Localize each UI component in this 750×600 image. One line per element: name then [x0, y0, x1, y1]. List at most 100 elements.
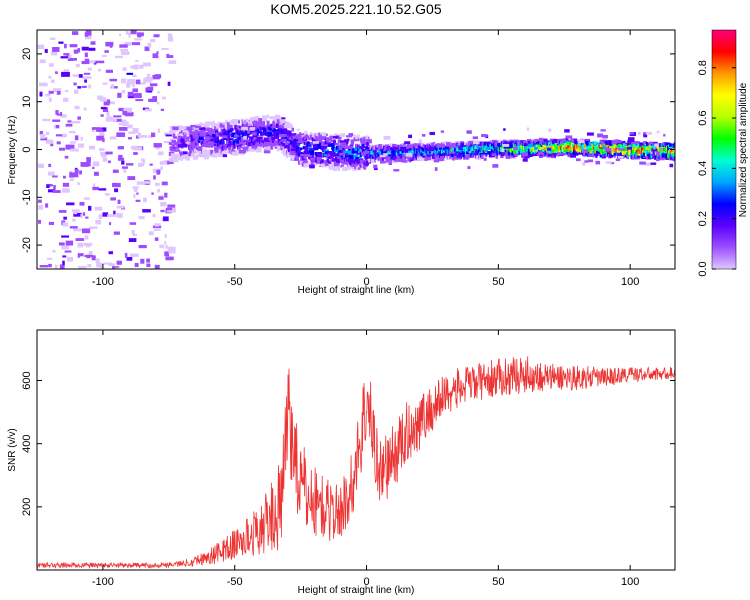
spectrogram-cell [331, 142, 335, 148]
spectrogram-cell [58, 41, 64, 44]
spectrogram-cell [69, 226, 78, 229]
spectrogram-cell [280, 141, 283, 145]
spectrogram-cell [663, 133, 666, 137]
spectrogram-cell [482, 149, 485, 155]
spectrogram-cell [582, 162, 586, 166]
spectrogram-cell [274, 142, 279, 147]
spectrogram-cell [455, 155, 462, 160]
spectrogram-cell [221, 141, 224, 145]
spectrogram-cell [73, 49, 79, 54]
spectrogram-cell [578, 150, 582, 155]
spectrogram-cell [434, 167, 438, 171]
spectrogram-cell [202, 143, 207, 146]
spectrogram-cell [612, 147, 617, 152]
spectrogram-cell [55, 110, 59, 115]
spectrogram-cell [526, 127, 529, 131]
spectrogram-cell [190, 138, 194, 143]
spectrogram-cell [643, 141, 647, 145]
spectrogram-cell [291, 133, 297, 136]
spectrogram-cell [110, 86, 118, 89]
spectrogram-cell [248, 147, 251, 152]
spectrogram-cell [70, 148, 79, 152]
spectrogram-cell [483, 155, 487, 160]
spectrogram-cell [88, 84, 92, 89]
spectrogram-cell [366, 143, 369, 147]
spectrogram-cell [118, 127, 128, 131]
spectrogram-cell [44, 48, 48, 53]
spectrogram-cell [73, 212, 82, 217]
spectrogram-cell [223, 147, 227, 151]
spectrogram-cell [578, 139, 585, 144]
spectrogram-cell [91, 255, 96, 261]
spectrogram-cell [114, 188, 119, 193]
spectrogram-cell [302, 160, 309, 164]
spectrogram-cell [429, 131, 436, 136]
spectrogram-cell [146, 90, 153, 93]
spectrogram-cell [564, 140, 570, 143]
spectrogram-cell [660, 156, 665, 161]
spectrogram-cell [46, 257, 53, 260]
x-tick-label: 50 [492, 576, 504, 588]
spectrogram-cell [214, 135, 220, 141]
spectrogram-cell [354, 137, 360, 142]
spectrogram-cell [350, 140, 354, 145]
spectrogram-cell [358, 155, 362, 159]
spectrogram-cell [332, 136, 339, 139]
spectrogram-cell [142, 162, 145, 167]
spectrogram-cell [286, 122, 290, 126]
spectrogram-cell [62, 260, 65, 266]
spectrogram-cell [664, 142, 667, 146]
spectrogram-cell [167, 246, 176, 252]
spectrogram-cell [249, 120, 253, 125]
spectrogram-cell [652, 151, 655, 155]
spectrogram-cell [168, 141, 173, 146]
spectrogram-cell [256, 132, 259, 137]
spectrogram-cell [622, 140, 626, 144]
spectrogram-cell [116, 205, 125, 209]
spectrogram-cell [55, 71, 58, 74]
spectrogram-cell [84, 58, 90, 62]
spectrogram-cell [185, 129, 188, 133]
spectrogram-cell [274, 133, 279, 137]
spectrogram-cell [343, 161, 348, 165]
spectrogram-cell [214, 130, 219, 134]
spectrogram-cell [569, 141, 573, 146]
spectrogram-cell [205, 152, 211, 156]
spectrogram-cell [360, 143, 365, 147]
spectrogram-cell [436, 143, 440, 147]
spectrogram-cell [85, 216, 89, 219]
spectrogram-cell [260, 143, 263, 147]
spectrogram-cell [313, 162, 318, 166]
spectrogram-cell [117, 157, 125, 161]
spectrogram-cell [75, 238, 85, 241]
spectrogram-cell [60, 114, 67, 118]
spectrogram-cell [330, 152, 336, 156]
spectrogram-cell [402, 154, 408, 159]
spectrogram-cell [184, 139, 187, 143]
spectrogram-cell [603, 154, 607, 158]
spectrogram-cell [115, 55, 123, 59]
spectrogram-cell [550, 143, 554, 148]
spectrogram-cell [48, 263, 52, 268]
spectrogram-cell [263, 146, 269, 150]
spectrogram-cell [347, 158, 354, 162]
spectrogram-cell [232, 122, 238, 127]
spectrogram-cell [178, 125, 183, 130]
spectrogram-cell [291, 127, 295, 132]
spectrogram-cell [101, 153, 107, 158]
spectrogram-cell [307, 162, 312, 165]
spectrogram-cell [475, 149, 478, 155]
spectrogram-cell [259, 126, 266, 131]
spectrogram-cell [298, 160, 301, 165]
spectrogram-cell [605, 161, 613, 164]
spectrogram-cell [636, 147, 640, 150]
spectrogram-cell [255, 141, 261, 146]
spectrogram-cell [87, 264, 92, 268]
x-tick-label: -50 [227, 576, 243, 588]
spectrogram-cell [235, 149, 238, 153]
spectrogram-cell [658, 143, 662, 148]
spectrogram-cell [164, 234, 167, 239]
spectrogram-cell [323, 153, 327, 157]
spectrogram-cell [103, 101, 110, 106]
spectrogram-cell [165, 244, 168, 249]
